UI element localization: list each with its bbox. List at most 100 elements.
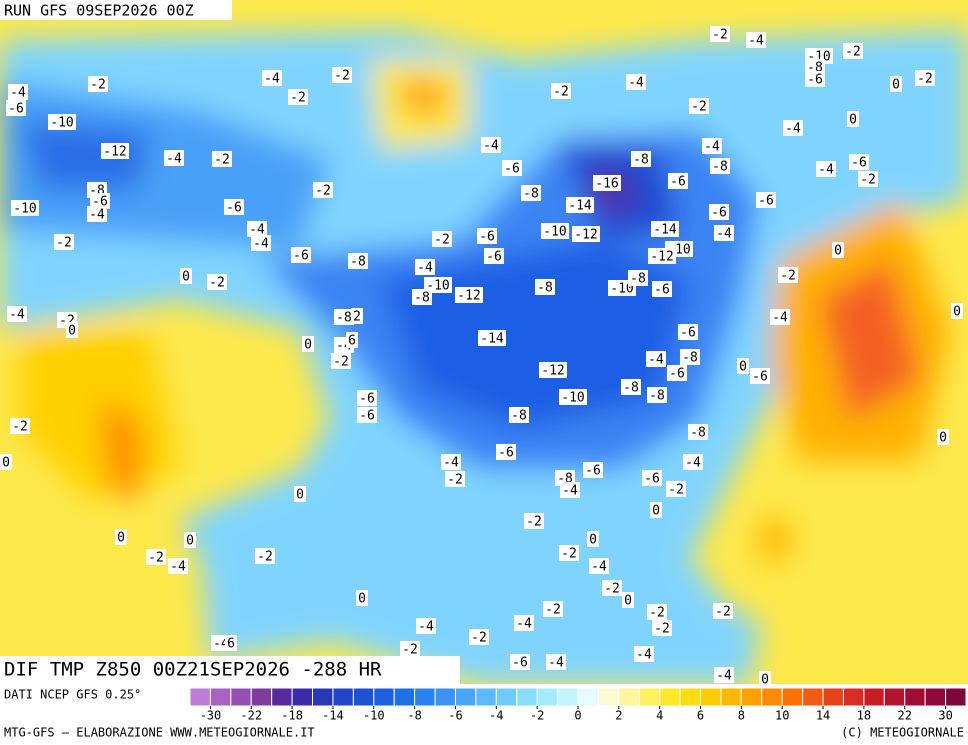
label-box <box>559 545 579 561</box>
contour-label: -2 <box>654 622 670 637</box>
contour-label: -10 <box>426 279 449 294</box>
label-box <box>666 481 686 497</box>
label-box <box>890 76 902 92</box>
colorbar-swatch <box>761 687 783 707</box>
colorbar-swatch <box>495 687 518 707</box>
colorbar-swatch <box>312 687 334 707</box>
label-box <box>702 138 722 154</box>
label-box <box>356 590 368 606</box>
colorbar-tick-label: -30 <box>200 709 222 723</box>
contour-label: -12 <box>541 364 564 379</box>
colorbar-swatch <box>352 687 375 707</box>
label-box <box>415 259 435 275</box>
contour-label: -4 <box>417 261 433 276</box>
colorbar-swatch <box>516 687 538 707</box>
label-box <box>225 635 237 651</box>
contour-label: -4 <box>772 311 788 326</box>
colorbar-swatch <box>557 687 579 707</box>
colorbar-swatch <box>577 687 599 707</box>
contour-label: -6 <box>680 326 696 341</box>
contour-label: -2 <box>715 605 731 620</box>
contour-label: -6 <box>585 464 601 479</box>
label-box <box>412 289 432 305</box>
contour-label: -2 <box>334 69 350 84</box>
colorbar-tick-label: 30 <box>938 709 952 723</box>
label-box <box>416 618 436 634</box>
colorbar-swatch <box>842 687 865 707</box>
label-box <box>332 67 352 83</box>
label-box <box>291 247 311 263</box>
contour-label: -8 <box>336 311 352 326</box>
colorbar-swatch <box>475 687 497 707</box>
colorbar-swatch <box>638 687 661 707</box>
contour-label: -8 <box>649 389 665 404</box>
colorbar-swatch <box>945 687 967 707</box>
contour-label: -12 <box>650 250 673 265</box>
label-box <box>207 274 227 290</box>
contour-label: -8 <box>414 291 430 306</box>
contour-label: -2 <box>526 515 542 530</box>
label-box <box>477 228 497 244</box>
label-box <box>302 336 314 352</box>
label-box <box>54 234 74 250</box>
contour-label: -2 <box>12 420 28 435</box>
contour-label: -8 <box>712 160 728 175</box>
label-box <box>146 549 166 565</box>
contour-label: 0 <box>939 431 947 446</box>
label-box <box>783 120 803 136</box>
contour-label: -10 <box>13 202 36 217</box>
label-box <box>652 620 672 636</box>
label-box <box>455 287 483 303</box>
contour-label: 0 <box>652 504 660 519</box>
run-label: RUN GFS 09SEP2026 00Z <box>4 2 194 20</box>
contour-label: -6 <box>479 230 495 245</box>
colorbar-swatch <box>271 687 293 707</box>
label-box <box>331 353 351 369</box>
contour-label: -8 <box>633 153 649 168</box>
contour-label: 0 <box>186 534 194 549</box>
label-box <box>348 253 368 269</box>
contour-label: -6 <box>359 392 375 407</box>
label-box <box>346 332 358 348</box>
contour-label: -12 <box>103 145 126 160</box>
colorbar-tick-label: 0 <box>574 709 581 723</box>
contour-label: 2 <box>353 310 361 325</box>
contour-label: -14 <box>653 223 677 238</box>
colorbar-swatch <box>332 687 354 707</box>
contour-label: -4 <box>483 139 499 154</box>
label-box <box>351 308 363 324</box>
label-box <box>115 529 127 545</box>
contour-label: -4 <box>253 237 269 252</box>
contour-label: -14 <box>568 199 592 214</box>
label-box <box>87 206 107 222</box>
contour-label: -4 <box>9 308 25 323</box>
colorbar-swatch <box>659 687 681 707</box>
contour-label: -2 <box>290 91 306 106</box>
contour-label: -2 <box>257 550 273 565</box>
label-box <box>709 204 729 220</box>
contour-label: -2 <box>917 72 933 87</box>
label-box <box>251 235 271 251</box>
label-box <box>589 558 609 574</box>
contour-label: 0 <box>117 531 125 546</box>
contour-label: -6 <box>486 250 502 265</box>
contour-label: 0 <box>739 360 747 375</box>
title-box <box>0 656 460 684</box>
contour-label: 0 <box>834 244 842 259</box>
contour-label: -4 <box>685 456 701 471</box>
label-box <box>622 592 634 608</box>
contour-label: -6 <box>758 194 774 209</box>
label-box <box>541 223 569 239</box>
contour-label: -8 <box>350 255 366 270</box>
colorbar-swatch <box>720 687 742 707</box>
colorbar-tick-label: 14 <box>816 709 830 723</box>
contour-label: -16 <box>595 177 618 192</box>
colorbar-swatch <box>434 687 456 707</box>
colorbar-tick-label: -8 <box>407 709 421 723</box>
colorbar-swatch <box>209 687 232 707</box>
label-box <box>224 199 244 215</box>
label-box <box>551 83 571 99</box>
label-box <box>509 407 529 423</box>
contour-label: 0 <box>358 592 366 607</box>
